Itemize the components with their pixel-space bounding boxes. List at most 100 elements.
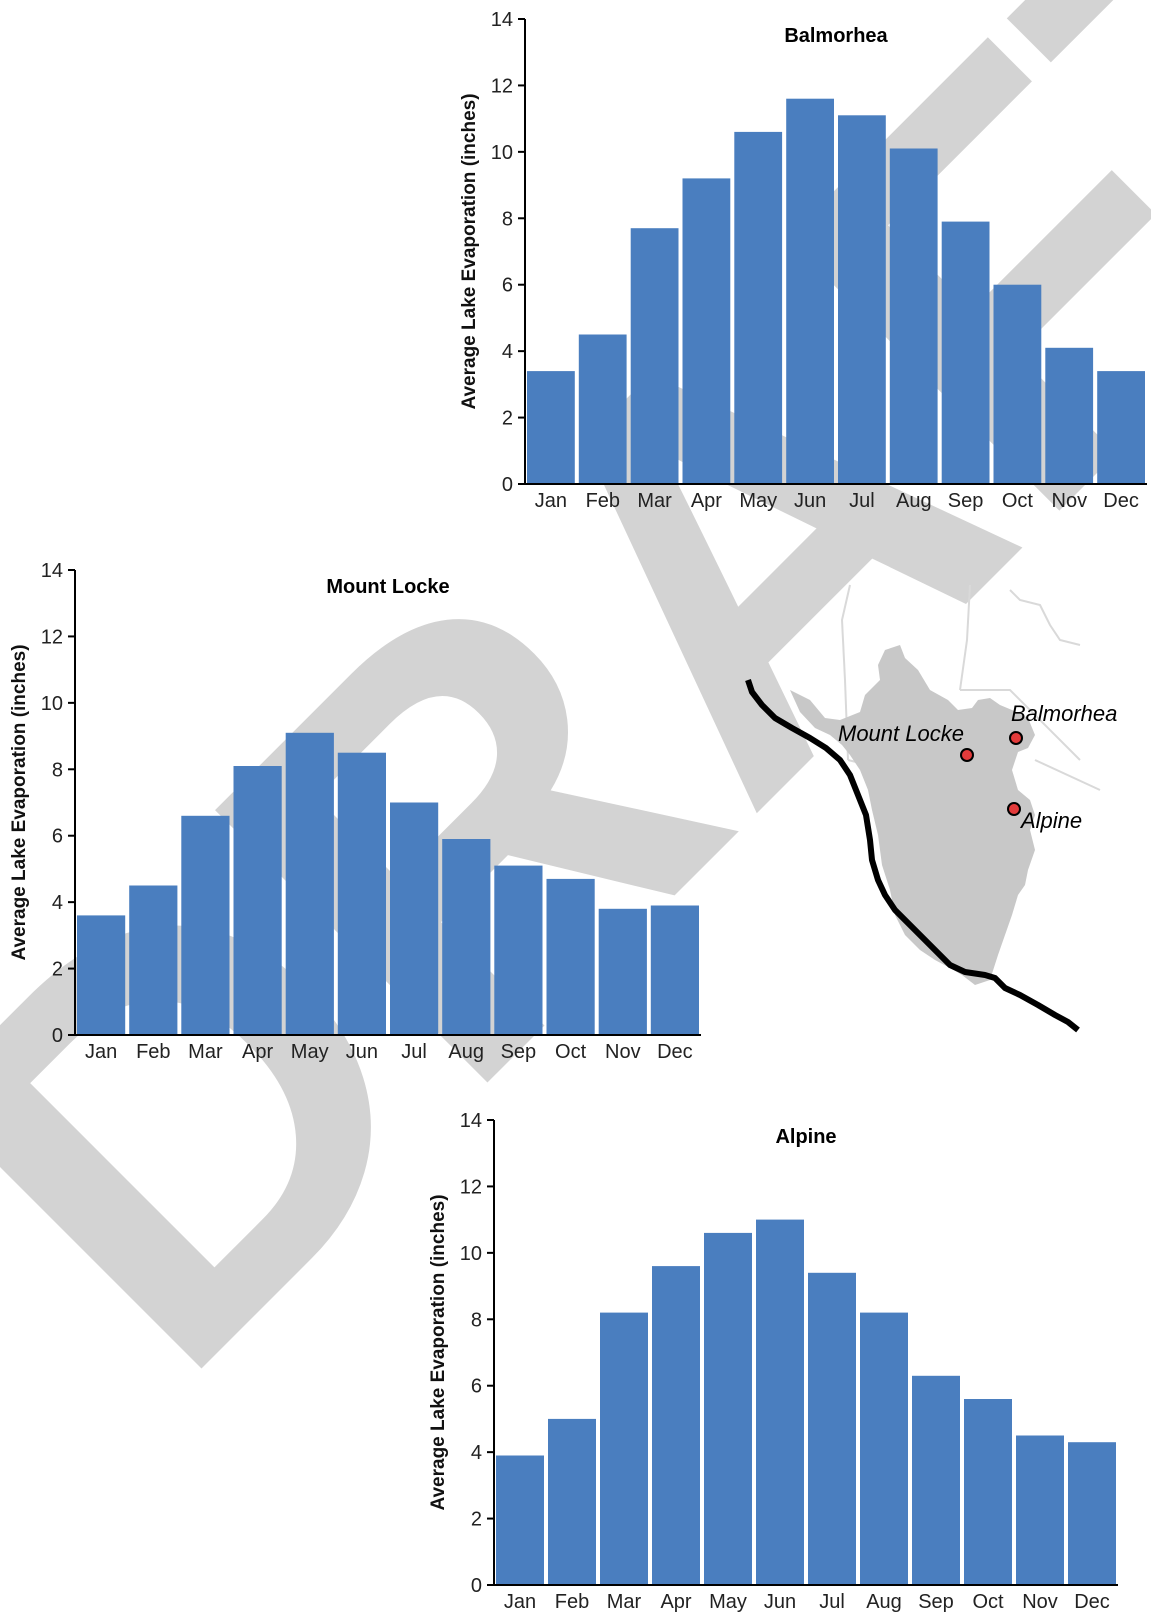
chart-mount-locke-y-tick-label: 2 — [52, 959, 63, 981]
chart-balmorhea-bar-dec — [1097, 371, 1145, 484]
chart-balmorhea-x-tick-label: Oct — [1002, 490, 1034, 512]
chart-balmorhea-x-tick-label: Jan — [535, 490, 567, 512]
chart-mount-locke-bar-jun — [337, 752, 386, 1035]
chart-alpine-y-tick-label: 6 — [471, 1376, 482, 1398]
chart-alpine-x-tick-label: Aug — [866, 1591, 902, 1613]
chart-balmorhea-bar-jul — [838, 115, 886, 485]
chart-alpine-y-tick-label: 10 — [460, 1243, 482, 1265]
chart-mount-locke-bar-dec — [650, 905, 699, 1035]
chart-balmorhea-x-tick-label: Dec — [1103, 490, 1139, 512]
chart-balmorhea-x-tick-label: Feb — [586, 490, 620, 512]
chart-alpine-bar-jun — [756, 1219, 804, 1585]
mount-locke-map-label: Mount Locke — [838, 721, 964, 746]
chart-alpine: 0 2 4 6 8 10 12 14 Jan Feb Mar Apr May Jun Jul Aug Sep Oc… — [428, 1110, 1118, 1613]
chart-alpine-bar-jul — [808, 1272, 856, 1585]
chart-alpine-y-tick-label: 8 — [471, 1309, 482, 1331]
chart-mount-locke-x-tick-label: Feb — [136, 1041, 170, 1063]
chart-alpine-x-tick-label: Oct — [972, 1591, 1004, 1613]
chart-mount-locke-y-tick-label: 14 — [41, 560, 63, 582]
chart-alpine-x-tick-label: Jan — [504, 1591, 536, 1613]
chart-mount-locke-x-tick-label: Jan — [85, 1041, 117, 1063]
chart-mount-locke-x-tick-label: Apr — [242, 1041, 273, 1063]
chart-mount-locke-y-tick-label: 10 — [41, 693, 63, 715]
chart-balmorhea-bar-nov — [1045, 347, 1094, 484]
river-line — [745, 679, 1080, 1033]
chart-mount-locke-x-tick-label: May — [291, 1041, 329, 1063]
chart-alpine-bar-oct — [964, 1399, 1012, 1585]
chart-balmorhea-bar-jan — [527, 371, 575, 484]
chart-mount-locke-y-tick-label: 6 — [52, 826, 63, 848]
chart-mount-locke-x-tick-label: Jun — [346, 1041, 378, 1063]
chart-alpine-x-tick-label: May — [709, 1591, 747, 1613]
chart-alpine-y-axis-title: Average Lake Evaporation (inches) — [428, 1194, 449, 1510]
chart-balmorhea-bar-sep — [941, 221, 990, 484]
chart-balmorhea-y-tick-label: 6 — [502, 275, 513, 297]
chart-mount-locke-bar-jul — [390, 802, 439, 1035]
chart-mount-locke-y-tick-label: 12 — [41, 626, 63, 648]
chart-alpine-bar-apr — [652, 1266, 700, 1585]
chart-mount-locke-bar-nov — [598, 908, 647, 1035]
chart-mount-locke-y-tick-label: 0 — [52, 1025, 63, 1047]
chart-mount-locke: 0 2 4 6 8 10 12 14 Jan Feb Mar Apr May Jun Jul Aug Sep Oc… — [9, 560, 701, 1063]
chart-balmorhea: 0 2 4 6 8 10 12 14 Jan Feb Mar Apr May Jun Jul Aug Sep Oc… — [459, 9, 1147, 512]
chart-alpine-x-tick-label: Nov — [1022, 1591, 1058, 1613]
alpine-marker — [1007, 802, 1021, 816]
map-land-region — [790, 645, 1035, 985]
chart-mount-locke-bar-mar — [181, 815, 230, 1035]
balmorhea-map-label: Balmorhea — [1011, 701, 1117, 726]
chart-alpine-x-tick-label: Dec — [1074, 1591, 1110, 1613]
chart-balmorhea-bar-feb — [578, 334, 627, 484]
chart-alpine-bar-feb — [548, 1418, 596, 1585]
chart-mount-locke-bar-aug — [442, 839, 491, 1035]
region-map: Mount Locke Balmorhea Alpine — [745, 584, 1117, 1033]
chart-mount-locke-y-axis-title: Average Lake Evaporation (inches) — [9, 644, 30, 960]
chart-balmorhea-x-tick-label: Aug — [896, 490, 932, 512]
mount-locke-marker — [960, 748, 974, 762]
chart-mount-locke-y-tick-label: 4 — [52, 892, 63, 914]
chart-balmorhea-y-tick-label: 14 — [491, 9, 513, 31]
chart-alpine-x-tick-label: Apr — [660, 1591, 691, 1613]
chart-alpine-x-tick-label: Sep — [918, 1591, 954, 1613]
chart-balmorhea-bar-jun — [786, 98, 834, 484]
chart-mount-locke-y-tick-label: 8 — [52, 759, 63, 781]
chart-alpine-x-tick-label: Feb — [555, 1591, 589, 1613]
chart-alpine-y-tick-label: 0 — [471, 1575, 482, 1597]
chart-balmorhea-bar-apr — [682, 178, 731, 484]
chart-mount-locke-x-tick-label: Sep — [501, 1041, 537, 1063]
chart-mount-locke-x-tick-label: Mar — [188, 1041, 223, 1063]
chart-balmorhea-y-tick-label: 8 — [502, 208, 513, 230]
chart-alpine-bar-mar — [600, 1312, 648, 1585]
chart-balmorhea-y-axis-title: Average Lake Evaporation (inches) — [459, 93, 480, 409]
chart-balmorhea-x-tick-label: Mar — [637, 490, 672, 512]
chart-balmorhea-bar-may — [734, 131, 783, 484]
chart-alpine-bar-aug — [860, 1312, 908, 1585]
chart-alpine-title: Alpine — [775, 1126, 836, 1148]
chart-balmorhea-x-tick-label: Sep — [948, 490, 984, 512]
chart-balmorhea-x-tick-label: May — [739, 490, 777, 512]
chart-balmorhea-y-tick-label: 4 — [502, 341, 513, 363]
chart-balmorhea-bar-mar — [630, 228, 679, 484]
balmorhea-marker — [1009, 731, 1023, 745]
chart-alpine-bar-nov — [1016, 1435, 1064, 1585]
chart-balmorhea-x-tick-label: Apr — [691, 490, 722, 512]
chart-balmorhea-x-tick-label: Nov — [1052, 490, 1088, 512]
chart-mount-locke-bar-oct — [546, 878, 595, 1035]
alpine-map-label: Alpine — [1019, 808, 1082, 833]
chart-balmorhea-y-tick-label: 12 — [491, 75, 513, 97]
chart-alpine-y-tick-label: 12 — [460, 1176, 482, 1198]
chart-alpine-bar-dec — [1068, 1442, 1116, 1585]
chart-mount-locke-bar-jan — [77, 915, 126, 1035]
chart-alpine-y-tick-label: 2 — [471, 1509, 482, 1531]
chart-mount-locke-bar-may — [285, 732, 334, 1036]
chart-mount-locke-x-tick-label: Aug — [448, 1041, 484, 1063]
chart-alpine-y-tick-label: 14 — [460, 1110, 482, 1132]
chart-alpine-bar-jan — [496, 1455, 544, 1585]
chart-balmorhea-title: Balmorhea — [784, 25, 888, 47]
chart-alpine-x-tick-label: Mar — [607, 1591, 642, 1613]
chart-alpine-x-tick-label: Jun — [764, 1591, 796, 1613]
chart-balmorhea-bar-aug — [889, 148, 938, 484]
chart-balmorhea-y-tick-label: 2 — [502, 408, 513, 430]
chart-balmorhea-x-tick-label: Jul — [849, 490, 875, 512]
chart-balmorhea-x-tick-label: Jun — [794, 490, 826, 512]
